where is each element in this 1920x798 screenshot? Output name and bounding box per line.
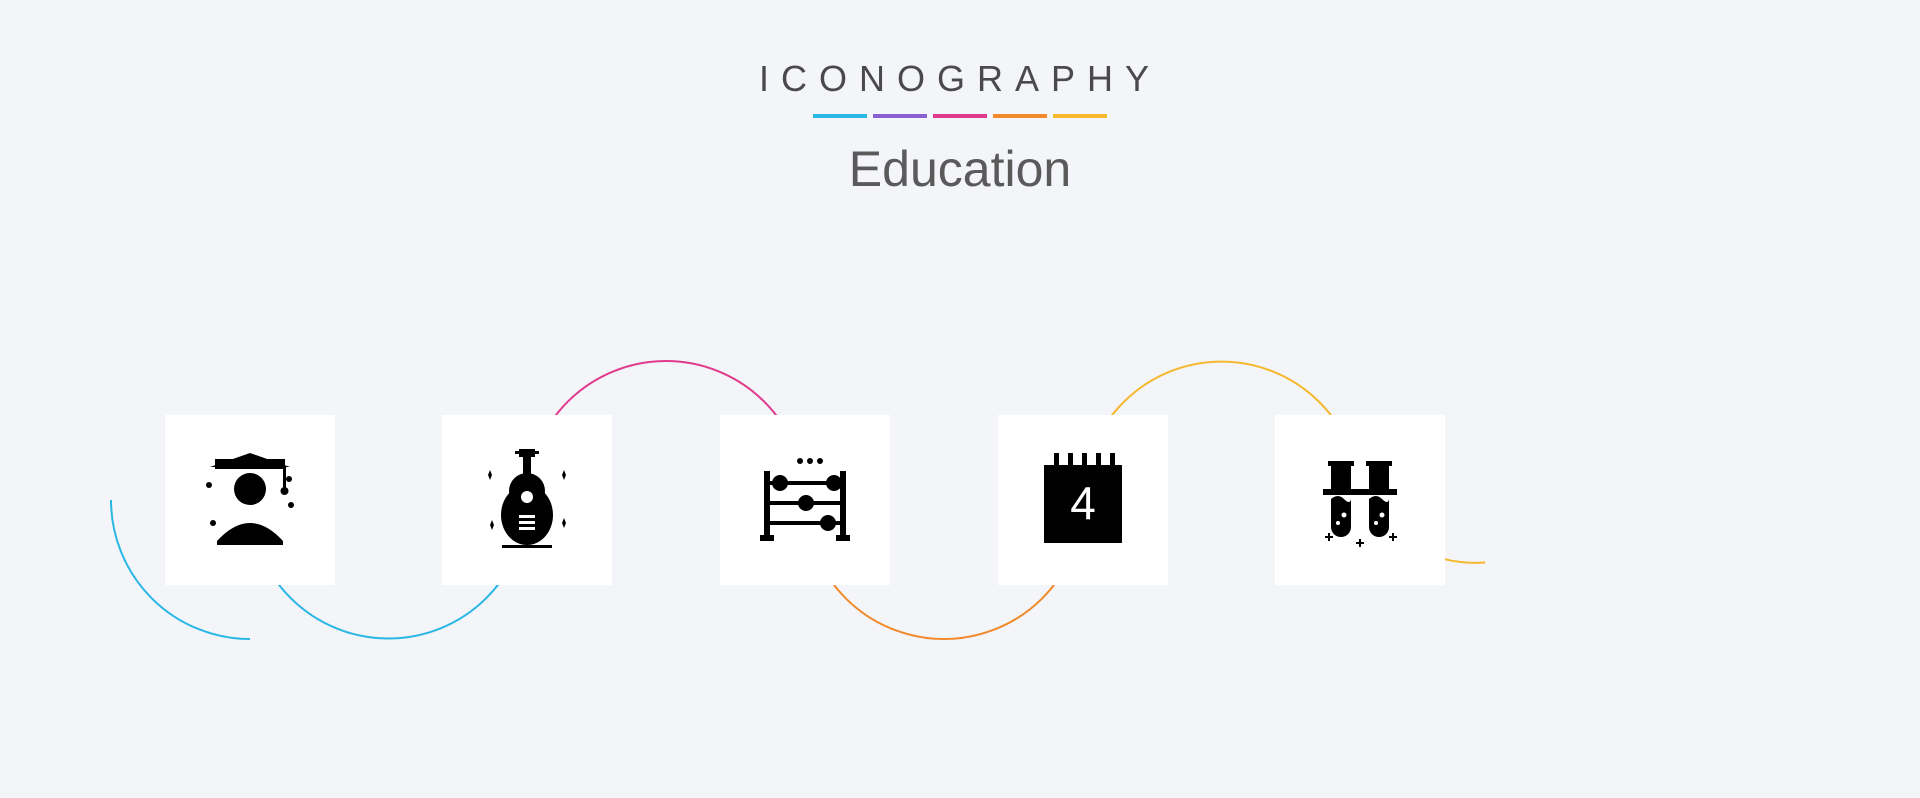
- abacus-icon: [750, 445, 860, 555]
- icon-card: [1275, 415, 1445, 585]
- calendar-icon: 4: [1028, 445, 1138, 555]
- wave-path: [0, 0, 1920, 798]
- guitar-icon: [472, 445, 582, 555]
- test-tubes-icon: [1305, 445, 1415, 555]
- svg-text:4: 4: [1070, 477, 1096, 529]
- icon-card: 4: [998, 415, 1168, 585]
- icon-card: [720, 415, 890, 585]
- icon-card: [165, 415, 335, 585]
- graduate-icon: [195, 445, 305, 555]
- icon-card: [442, 415, 612, 585]
